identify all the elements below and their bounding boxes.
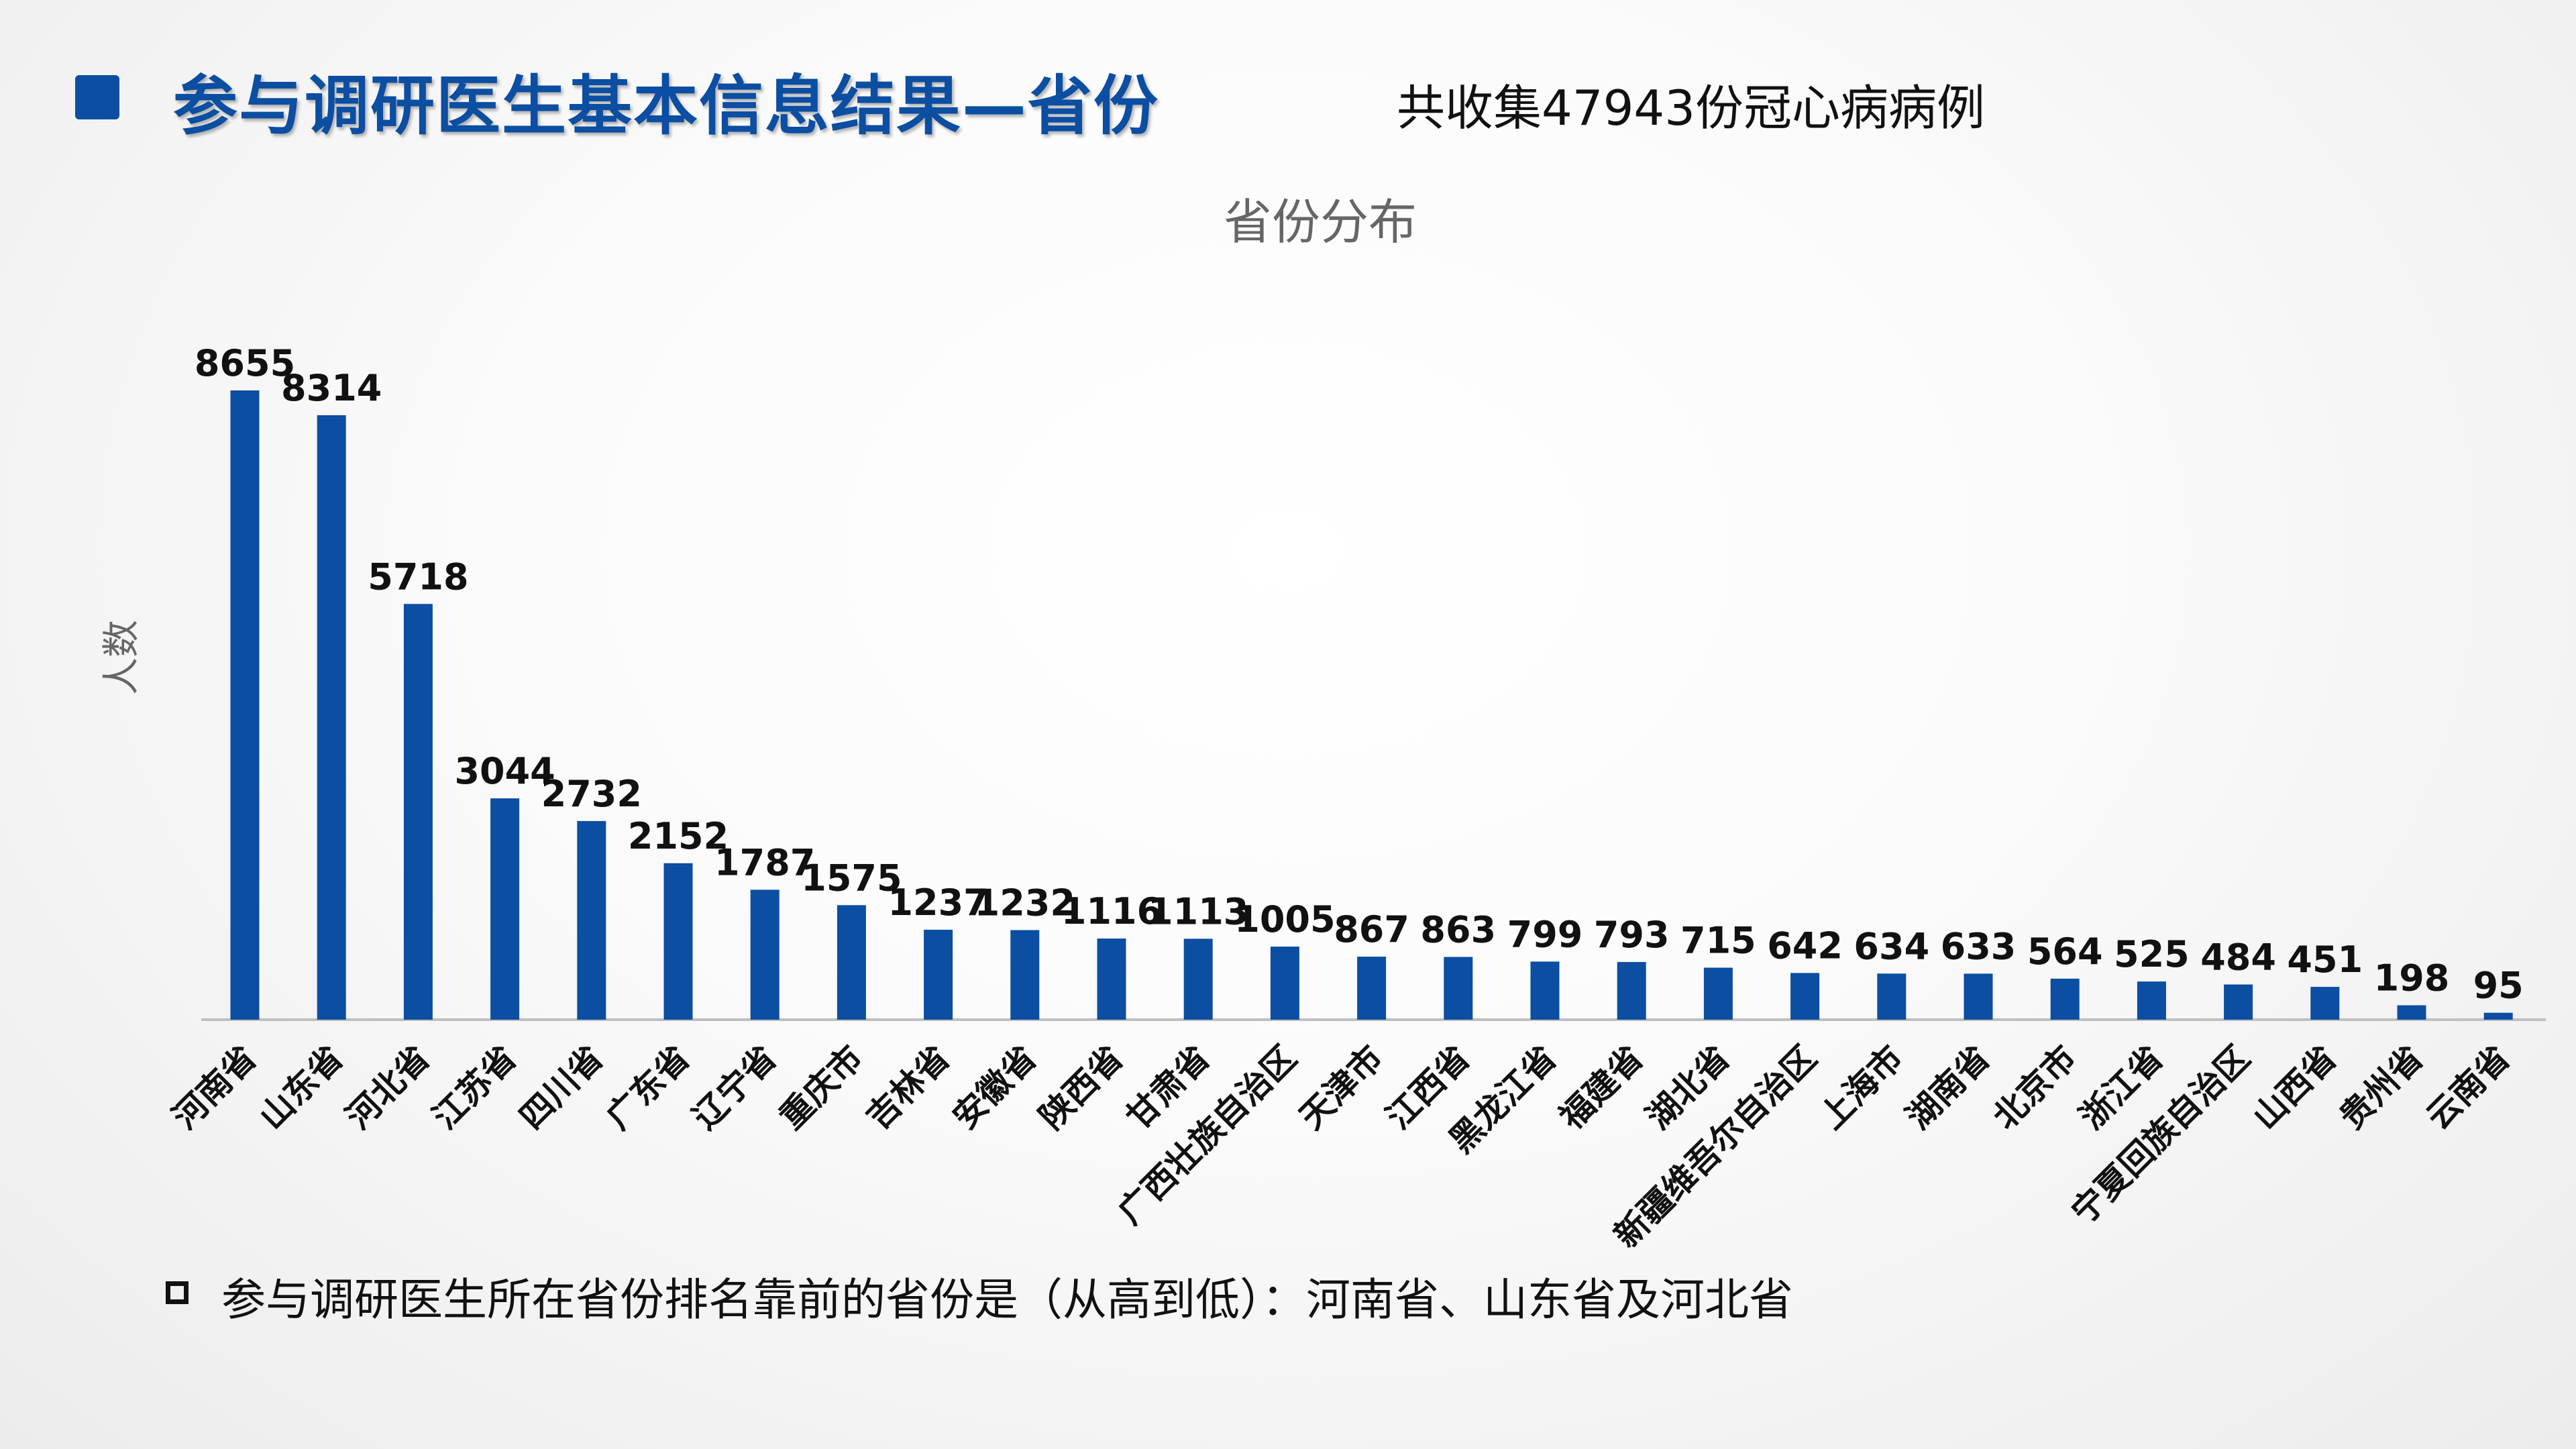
bar-value-label: 715 xyxy=(1680,920,1756,962)
bars-group xyxy=(230,390,2513,1020)
category-label: 湖南省 xyxy=(1898,1038,1997,1136)
bar-value-label: 2152 xyxy=(628,815,729,857)
y-axis-label: 人数 xyxy=(100,620,144,695)
bar-value-label: 484 xyxy=(2200,936,2276,979)
bar xyxy=(2224,984,2253,1020)
bar xyxy=(1877,973,1907,1020)
bar-value-label: 525 xyxy=(2114,933,2190,975)
title-bullet-square xyxy=(75,75,119,119)
bar xyxy=(750,890,780,1020)
bar-value-label: 198 xyxy=(2374,957,2450,1000)
category-label: 陕西省 xyxy=(1032,1038,1130,1136)
bar xyxy=(1617,962,1646,1020)
bar xyxy=(1183,938,1213,1020)
category-label: 辽宁省 xyxy=(686,1038,784,1136)
category-label: 江苏省 xyxy=(425,1038,524,1136)
bar xyxy=(1703,967,1733,1020)
bar xyxy=(1444,957,1473,1020)
bar xyxy=(403,604,433,1020)
bar xyxy=(1010,930,1040,1020)
bar-value-label: 8314 xyxy=(281,367,382,409)
bar xyxy=(1790,973,1820,1020)
category-labels-group: 河南省山东省河北省江苏省四川省广东省辽宁省重庆市吉林省安徽省陕西省甘肃省广西壮族… xyxy=(165,1038,2517,1255)
bar xyxy=(924,929,953,1020)
bar xyxy=(663,863,693,1020)
category-label: 安徽省 xyxy=(945,1038,1044,1136)
bar-value-label: 2732 xyxy=(541,773,642,815)
case-count-subtitle: 共收集47943份冠心病病例 xyxy=(1397,80,1986,136)
bar xyxy=(317,415,346,1020)
bar xyxy=(230,390,260,1020)
category-label: 天津市 xyxy=(1292,1038,1391,1136)
bar-value-label: 5718 xyxy=(368,555,468,598)
bar-value-label: 1575 xyxy=(801,857,902,899)
bar-value-label: 634 xyxy=(1854,925,1929,967)
bar xyxy=(1097,938,1126,1020)
bar-value-label: 799 xyxy=(1507,913,1583,955)
bar xyxy=(577,820,606,1020)
bar-value-label: 1113 xyxy=(1148,890,1248,932)
category-label: 吉林省 xyxy=(859,1038,957,1136)
category-label: 四川省 xyxy=(512,1038,610,1136)
category-label: 河南省 xyxy=(165,1038,264,1136)
category-label: 重庆市 xyxy=(772,1038,871,1136)
bar xyxy=(2397,1005,2426,1020)
bar xyxy=(837,905,866,1020)
category-label: 上海市 xyxy=(1812,1038,1911,1136)
bar-value-label: 95 xyxy=(2473,965,2524,1007)
footer-note: 参与调研医生所在省份排名靠前的省份是（从高到低）：河南省、山东省及河北省 xyxy=(221,1274,1793,1326)
bar-value-label: 8655 xyxy=(195,342,295,384)
chart-title: 省份分布 xyxy=(1224,194,1417,250)
category-label: 云南省 xyxy=(2419,1038,2518,1136)
bar xyxy=(1270,947,1299,1020)
bar-value-label: 1116 xyxy=(1061,890,1162,932)
bar-value-label: 3044 xyxy=(454,750,555,792)
bar xyxy=(1530,961,1560,1020)
bar xyxy=(1357,957,1387,1020)
bar-value-label: 793 xyxy=(1594,914,1670,956)
bar xyxy=(2310,987,2340,1020)
bar-value-label: 1237 xyxy=(888,881,988,924)
footer-bullet-box xyxy=(166,1281,189,1304)
category-label: 北京市 xyxy=(1986,1038,2084,1136)
page-title: 参与调研医生基本信息结果—省份 xyxy=(173,68,1159,144)
bar-value-label: 564 xyxy=(2027,930,2103,973)
bar-value-label: 867 xyxy=(1334,908,1409,951)
bar-value-label: 633 xyxy=(1941,925,2017,967)
bar xyxy=(490,798,520,1020)
bar-value-label: 451 xyxy=(2287,938,2363,981)
bar-value-label: 1005 xyxy=(1234,898,1335,941)
category-label: 河北省 xyxy=(339,1038,437,1136)
bar xyxy=(2483,1012,2513,1020)
bar xyxy=(2137,981,2166,1020)
category-label: 山西省 xyxy=(2245,1038,2344,1136)
category-label: 山东省 xyxy=(252,1038,351,1136)
category-label: 贵州省 xyxy=(2332,1038,2430,1136)
bar-value-label: 863 xyxy=(1420,908,1496,951)
bar xyxy=(1964,973,1993,1020)
bar-value-label: 1232 xyxy=(975,881,1075,924)
bar-value-label: 1787 xyxy=(714,841,815,883)
bar-value-label: 642 xyxy=(1767,924,1843,967)
bar xyxy=(2050,978,2080,1020)
category-label: 广东省 xyxy=(598,1038,697,1136)
category-label: 福建省 xyxy=(1552,1038,1651,1137)
